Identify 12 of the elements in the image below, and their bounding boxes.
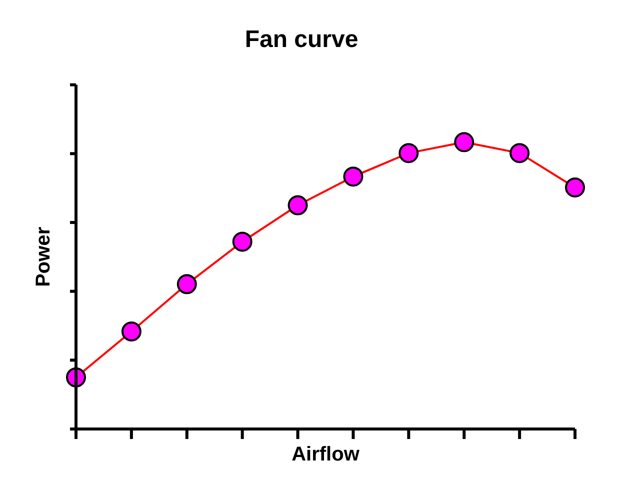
point xyxy=(343,166,364,187)
point xyxy=(232,232,252,252)
point xyxy=(565,177,585,198)
point xyxy=(121,321,142,342)
x-axis-title: Airflow xyxy=(292,444,360,466)
y-axis-title: Power xyxy=(32,226,55,287)
point xyxy=(176,274,197,294)
point xyxy=(454,132,474,152)
point xyxy=(288,195,308,216)
chart-title: Fan curve xyxy=(244,26,358,54)
point xyxy=(510,143,530,164)
point xyxy=(398,143,419,164)
